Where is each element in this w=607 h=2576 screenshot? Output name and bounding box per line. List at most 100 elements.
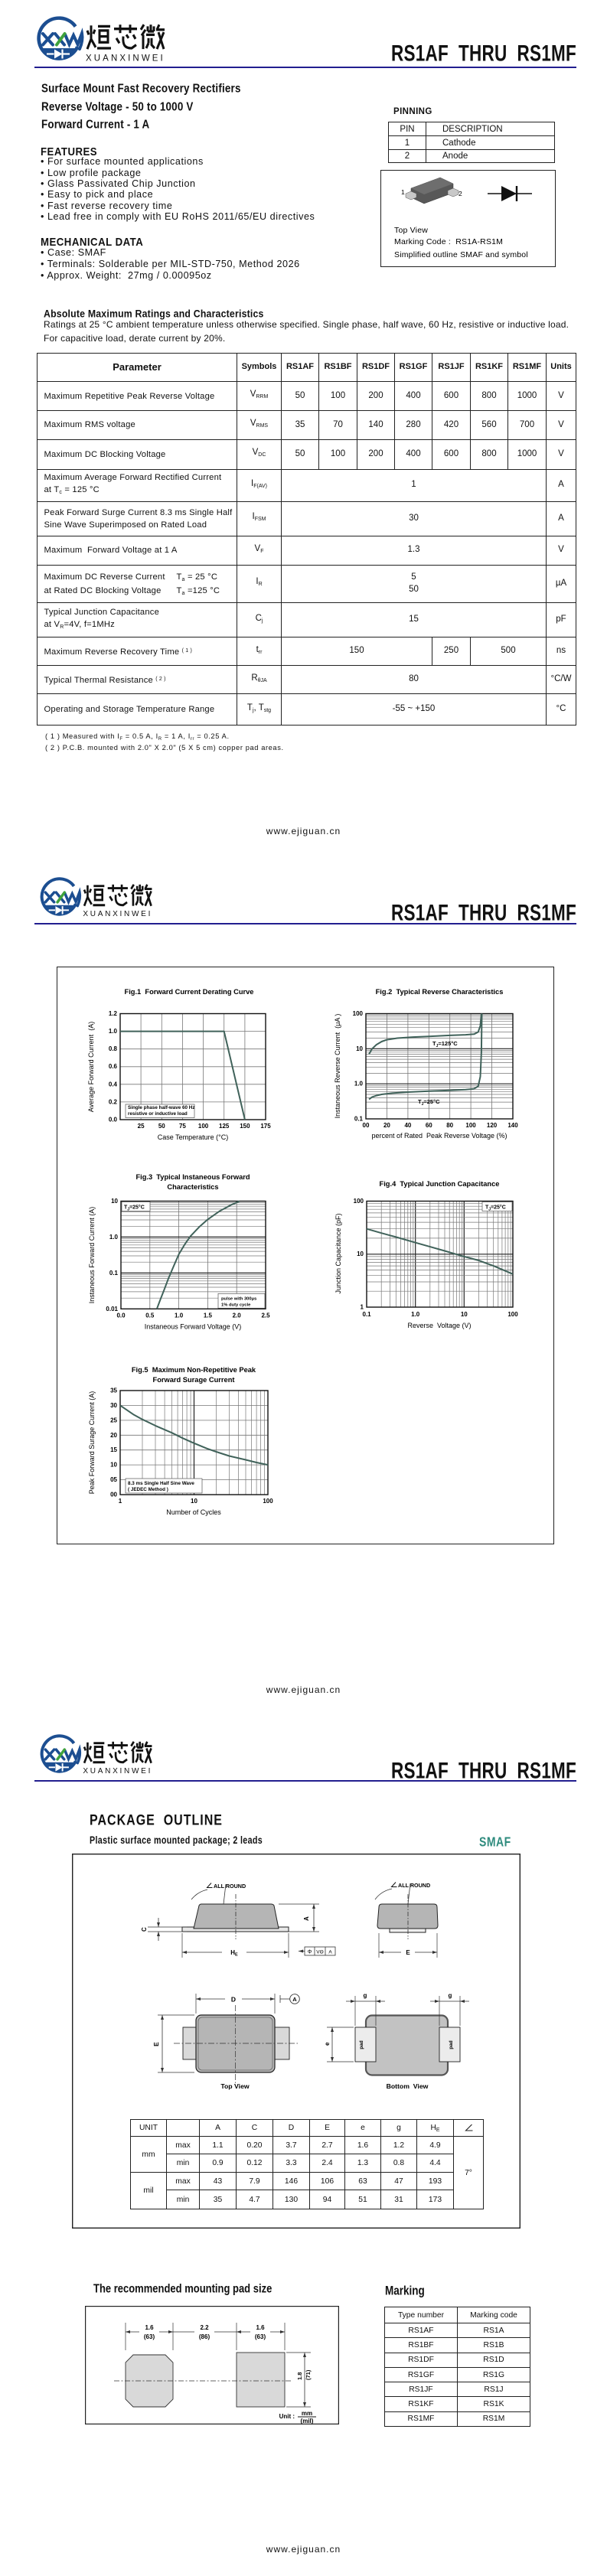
svg-text:resistive or inductive load: resistive or inductive load — [128, 1111, 188, 1117]
svg-text:Reverse Voltage (V): Reverse Voltage (V) — [407, 1322, 471, 1329]
svg-text:(86): (86) — [199, 2333, 210, 2340]
svg-text:00: 00 — [363, 1122, 370, 1129]
svg-text:ALL ROUND: ALL ROUND — [214, 1883, 246, 1890]
svg-text:Simplified outline SMAF and sy: Simplified outline SMAF and symbol — [394, 250, 528, 259]
svg-text:00: 00 — [110, 1492, 117, 1498]
svg-text:50: 50 — [158, 1123, 165, 1130]
svg-text:XUANXINWEI: XUANXINWEI — [83, 1767, 152, 1775]
svg-text:10: 10 — [357, 1251, 364, 1257]
svg-text:1% duty cycle: 1% duty cycle — [221, 1303, 251, 1307]
svg-text:Junction Capacitance (pF): Junction Capacitance (pF) — [335, 1213, 342, 1293]
svg-text:0.1: 0.1 — [354, 1116, 364, 1123]
svg-text:120: 120 — [487, 1122, 498, 1129]
svg-text:35: 35 — [110, 1387, 117, 1394]
svg-text:0.5: 0.5 — [145, 1312, 155, 1319]
svg-text:10: 10 — [461, 1311, 468, 1318]
svg-text:0.4: 0.4 — [109, 1081, 118, 1087]
svg-text:Forward Surage Current: Forward Surage Current — [153, 1376, 235, 1384]
svg-text:A: A — [303, 1916, 310, 1921]
svg-text:25: 25 — [110, 1417, 117, 1423]
svg-text:1: 1 — [119, 1498, 122, 1505]
svg-text:1.0: 1.0 — [109, 1234, 119, 1241]
svg-text:Top View: Top View — [394, 226, 428, 235]
svg-text:10: 10 — [111, 1198, 118, 1205]
svg-text:E: E — [152, 2042, 160, 2046]
svg-text:pulse with 300μs: pulse with 300μs — [221, 1296, 256, 1301]
svg-text:percent of Rated Peak Reverse: percent of Rated Peak Reverse Voltage (%… — [371, 1132, 507, 1140]
svg-text:2.5: 2.5 — [261, 1312, 270, 1319]
svg-text:150: 150 — [240, 1123, 250, 1130]
svg-text:A: A — [292, 1996, 297, 2003]
svg-text:0.01: 0.01 — [106, 1306, 118, 1312]
svg-text:A: A — [328, 1950, 332, 1955]
svg-text:Instaneous Forward Voltage (V): Instaneous Forward Voltage (V) — [145, 1322, 242, 1330]
svg-text:1.6: 1.6 — [256, 2324, 265, 2331]
svg-text:Φ: Φ — [308, 1950, 312, 1955]
svg-text:mm: mm — [302, 2410, 312, 2417]
svg-text:100: 100 — [263, 1498, 273, 1505]
svg-text:1.0: 1.0 — [411, 1311, 420, 1318]
svg-text:75: 75 — [179, 1123, 186, 1130]
svg-text:Single phase half-wave 60 Hz: Single phase half-wave 60 Hz — [128, 1105, 195, 1110]
svg-text:10: 10 — [356, 1045, 363, 1052]
svg-text:XUANXINWEI: XUANXINWEI — [83, 910, 152, 918]
svg-text:1.8: 1.8 — [296, 2372, 303, 2380]
svg-text:Unit :: Unit : — [279, 2413, 295, 2420]
svg-text:2: 2 — [459, 190, 462, 197]
svg-text:Fig.4 Typical Junction Capaci: Fig.4 Typical Junction Capacitance — [380, 1180, 500, 1188]
svg-text:( JEDEC Method ): ( JEDEC Method ) — [128, 1487, 168, 1492]
svg-text:pad: pad — [359, 2040, 364, 2049]
svg-text:2.2: 2.2 — [200, 2324, 209, 2331]
svg-text:100: 100 — [198, 1123, 209, 1130]
svg-text:140: 140 — [507, 1122, 518, 1129]
svg-text:Bottom View: Bottom View — [387, 2082, 429, 2090]
svg-text:Average Forward Current (A): Average Forward Current (A) — [87, 1022, 95, 1112]
svg-text:TJ=25°C: TJ=25°C — [418, 1098, 440, 1107]
svg-text:125: 125 — [219, 1123, 230, 1130]
svg-text:40: 40 — [404, 1122, 411, 1129]
svg-text:0.1: 0.1 — [109, 1270, 119, 1277]
svg-text:8.3 ms Single Half Sine Wave: 8.3 ms Single Half Sine Wave — [128, 1481, 194, 1486]
svg-text:20: 20 — [110, 1432, 117, 1439]
svg-text:1.0: 1.0 — [354, 1081, 364, 1087]
svg-text:1.0: 1.0 — [175, 1312, 184, 1319]
svg-text:E: E — [406, 1949, 410, 1956]
svg-text:10: 10 — [191, 1498, 197, 1505]
svg-text:100: 100 — [354, 1198, 364, 1205]
svg-text:30: 30 — [110, 1402, 117, 1409]
svg-text:10: 10 — [110, 1462, 117, 1469]
svg-text:Fig.2 Typical Reverse Charact: Fig.2 Typical Reverse Characteristics — [376, 988, 504, 996]
svg-text:Instaneous Reverse Current (μ: Instaneous Reverse Current (μA ) — [334, 1014, 341, 1119]
svg-text:0.0: 0.0 — [116, 1312, 126, 1319]
svg-text:05: 05 — [110, 1476, 117, 1483]
svg-text:XUANXINWEI: XUANXINWEI — [86, 54, 165, 64]
svg-text:e: e — [324, 2042, 331, 2046]
svg-text:Fig.5 Maximum Non-Repetitive: Fig.5 Maximum Non-Repetitive Peak — [132, 1366, 256, 1374]
svg-text:pad: pad — [449, 2040, 454, 2049]
svg-text:(63): (63) — [255, 2333, 266, 2340]
svg-text:0.8: 0.8 — [109, 1045, 118, 1052]
svg-text:Marking Code : RS1A-RS1M: Marking Code : RS1A-RS1M — [394, 237, 503, 246]
svg-text:D: D — [231, 1996, 236, 2004]
svg-text:20: 20 — [383, 1122, 390, 1129]
svg-text:Fig.3 Typical Instaneous Forw: Fig.3 Typical Instaneous Forward — [135, 1173, 250, 1181]
svg-text:Characteristics: Characteristics — [167, 1183, 218, 1191]
svg-text:1.2: 1.2 — [109, 1010, 118, 1017]
svg-text:g: g — [364, 1992, 367, 1999]
svg-text:1.5: 1.5 — [204, 1312, 213, 1319]
svg-text:Instaneous Forward Current (A): Instaneous Forward Current (A) — [88, 1207, 96, 1304]
svg-text:Top View: Top View — [220, 2082, 250, 2090]
svg-text:(71): (71) — [305, 2369, 312, 2380]
svg-text:Peak Forward Surage Current (A: Peak Forward Surage Current (A) — [88, 1391, 96, 1495]
svg-text:(mil): (mil) — [301, 2418, 314, 2424]
svg-text:2.0: 2.0 — [233, 1312, 242, 1319]
svg-text:1.6: 1.6 — [145, 2324, 154, 2331]
svg-text:0.0: 0.0 — [109, 1117, 118, 1123]
svg-text:Number of Cycles: Number of Cycles — [166, 1508, 221, 1516]
svg-text:0.6: 0.6 — [109, 1063, 118, 1070]
svg-text:25: 25 — [138, 1123, 145, 1130]
svg-text:C: C — [141, 1927, 148, 1932]
svg-text:Fig.1 Forward Current Deratin: Fig.1 Forward Current Derating Curve — [125, 988, 254, 996]
svg-text:15: 15 — [110, 1446, 117, 1453]
svg-text:VΘ: VΘ — [316, 1950, 323, 1955]
